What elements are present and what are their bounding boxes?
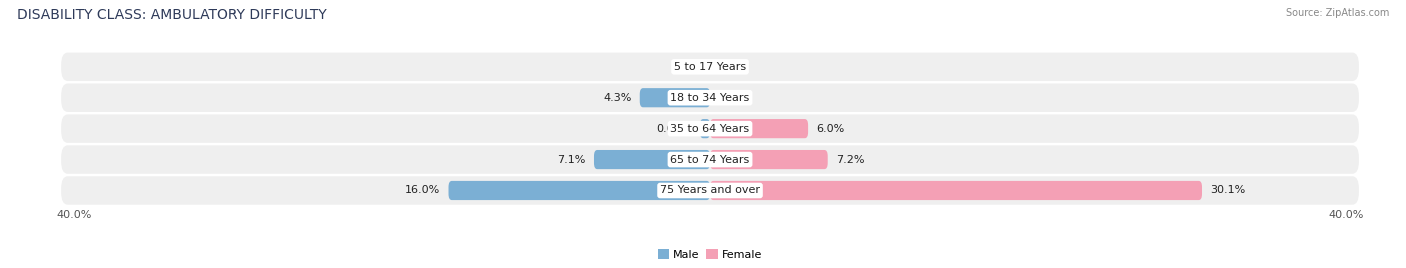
- FancyBboxPatch shape: [60, 176, 1360, 205]
- Text: 40.0%: 40.0%: [56, 210, 91, 220]
- FancyBboxPatch shape: [640, 88, 710, 107]
- FancyBboxPatch shape: [60, 84, 1360, 112]
- Text: 18 to 34 Years: 18 to 34 Years: [671, 93, 749, 103]
- Text: 65 to 74 Years: 65 to 74 Years: [671, 155, 749, 165]
- FancyBboxPatch shape: [710, 150, 828, 169]
- Text: 7.2%: 7.2%: [837, 155, 865, 165]
- Text: 16.0%: 16.0%: [405, 185, 440, 195]
- Text: 35 to 64 Years: 35 to 64 Years: [671, 124, 749, 134]
- Text: 75 Years and over: 75 Years and over: [659, 185, 761, 195]
- Text: 6.0%: 6.0%: [817, 124, 845, 134]
- Text: DISABILITY CLASS: AMBULATORY DIFFICULTY: DISABILITY CLASS: AMBULATORY DIFFICULTY: [17, 8, 326, 22]
- FancyBboxPatch shape: [710, 181, 1202, 200]
- FancyBboxPatch shape: [60, 53, 1360, 81]
- Text: Source: ZipAtlas.com: Source: ZipAtlas.com: [1285, 8, 1389, 18]
- FancyBboxPatch shape: [60, 145, 1360, 174]
- FancyBboxPatch shape: [593, 150, 710, 169]
- Text: 0.0%: 0.0%: [718, 93, 747, 103]
- Text: 4.3%: 4.3%: [603, 93, 631, 103]
- Text: 40.0%: 40.0%: [1329, 210, 1364, 220]
- Text: 0.0%: 0.0%: [673, 62, 702, 72]
- Text: 5 to 17 Years: 5 to 17 Years: [673, 62, 747, 72]
- Text: 0.62%: 0.62%: [657, 124, 692, 134]
- Text: 30.1%: 30.1%: [1211, 185, 1246, 195]
- FancyBboxPatch shape: [710, 119, 808, 138]
- FancyBboxPatch shape: [449, 181, 710, 200]
- Legend: Male, Female: Male, Female: [654, 245, 766, 265]
- Text: 0.0%: 0.0%: [718, 62, 747, 72]
- FancyBboxPatch shape: [700, 119, 710, 138]
- FancyBboxPatch shape: [60, 114, 1360, 143]
- Text: 7.1%: 7.1%: [557, 155, 586, 165]
